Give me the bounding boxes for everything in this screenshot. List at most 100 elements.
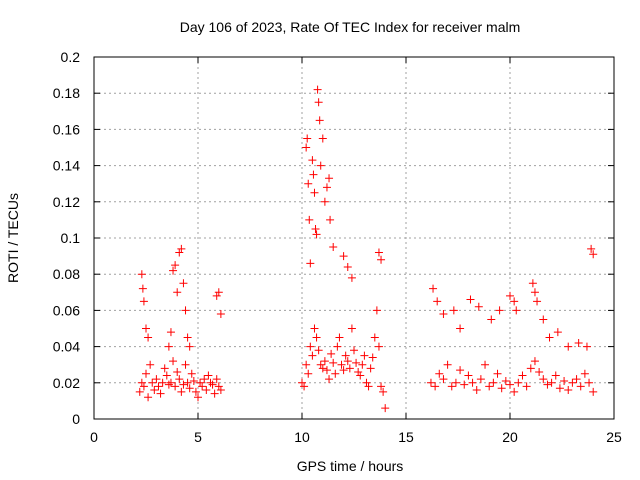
data-point <box>506 380 514 389</box>
data-point <box>166 328 175 337</box>
y-tick-label: 0.04 <box>53 339 80 355</box>
data-point <box>173 367 182 376</box>
data-point <box>187 369 196 378</box>
data-point <box>528 279 537 288</box>
chart-title: Day 106 of 2023, Rate Of TEC Index for r… <box>180 19 521 35</box>
data-point <box>347 324 356 333</box>
data-point <box>154 382 163 391</box>
data-point <box>589 250 598 259</box>
data-point <box>476 375 485 384</box>
data-point <box>560 376 569 385</box>
data-point <box>148 378 157 387</box>
data-point <box>325 375 334 384</box>
y-axis-label: ROTI / TECUs <box>5 193 21 283</box>
data-point <box>322 366 331 375</box>
data-point <box>360 351 369 360</box>
data-point <box>204 371 213 380</box>
data-point <box>589 387 598 396</box>
data-point <box>183 378 192 387</box>
data-point <box>356 371 365 380</box>
data-point <box>142 369 150 378</box>
y-tick-label: 0.06 <box>53 302 80 318</box>
data-point <box>214 382 223 391</box>
data-point <box>309 170 318 179</box>
data-point <box>553 328 562 337</box>
data-point <box>343 262 352 271</box>
data-point <box>449 306 458 315</box>
data-point <box>171 261 180 270</box>
data-point <box>318 134 327 143</box>
y-tick-label: 0.1 <box>61 230 81 246</box>
y-tick-label: 0.2 <box>61 49 81 65</box>
data-point <box>468 378 477 387</box>
data-point <box>216 310 225 319</box>
data-point <box>206 378 215 387</box>
data-point <box>306 342 315 351</box>
data-point <box>314 98 323 107</box>
data-point <box>302 360 311 369</box>
data-point <box>439 310 448 319</box>
data-point <box>366 364 375 373</box>
data-point <box>564 386 573 395</box>
data-point <box>183 333 192 342</box>
data-point <box>177 244 186 253</box>
data-point <box>139 382 148 391</box>
data-point <box>171 382 180 391</box>
data-point <box>447 382 456 391</box>
data-point <box>212 291 221 300</box>
data-point <box>318 364 327 373</box>
data-point <box>439 375 448 384</box>
data-point <box>177 387 186 396</box>
data-point <box>539 315 548 324</box>
data-point <box>305 215 314 224</box>
data-point <box>464 371 473 380</box>
data-point <box>212 375 221 384</box>
data-point <box>164 342 173 351</box>
data-point <box>152 375 161 384</box>
data-point <box>481 360 490 369</box>
data-point <box>146 360 155 369</box>
data-point <box>381 404 390 413</box>
data-point <box>164 380 173 389</box>
data-point <box>216 386 225 395</box>
data-point <box>208 380 217 389</box>
data-point <box>326 215 335 224</box>
data-point <box>379 387 388 396</box>
data-point <box>137 378 146 387</box>
data-point <box>535 367 544 376</box>
data-point <box>179 380 188 389</box>
data-point <box>313 85 322 94</box>
data-point <box>308 351 317 360</box>
data-point <box>144 333 153 342</box>
data-point <box>312 333 321 342</box>
data-point <box>137 270 146 279</box>
data-point <box>191 387 200 396</box>
data-point <box>372 306 381 315</box>
data-point <box>311 224 320 233</box>
data-point <box>443 360 452 369</box>
data-point <box>308 156 317 165</box>
data-point <box>142 324 150 333</box>
data-point <box>485 382 494 391</box>
data-point <box>185 342 194 351</box>
data-point <box>166 378 175 387</box>
data-point <box>335 333 344 342</box>
data-point <box>576 382 585 391</box>
data-point <box>315 116 324 125</box>
data-point <box>333 342 342 351</box>
data-point <box>135 387 144 396</box>
data-point <box>368 353 377 362</box>
data-point <box>530 288 539 297</box>
data-point <box>426 378 435 387</box>
data-point <box>320 197 329 206</box>
data-point <box>354 367 363 376</box>
x-tick-label: 0 <box>90 429 98 445</box>
data-point <box>506 291 514 300</box>
data-point <box>551 371 560 380</box>
data-point <box>489 378 498 387</box>
data-point <box>510 297 519 306</box>
data-point <box>460 380 469 389</box>
data-point <box>320 357 329 366</box>
data-point <box>495 306 504 315</box>
data-point <box>339 252 348 261</box>
